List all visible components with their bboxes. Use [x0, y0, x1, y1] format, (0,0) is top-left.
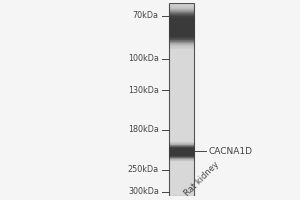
Text: Rat kidney: Rat kidney [183, 159, 221, 198]
Text: 250kDa: 250kDa [128, 165, 159, 174]
Text: 300kDa: 300kDa [128, 187, 159, 196]
Text: CACNA1D: CACNA1D [209, 147, 253, 156]
Text: 70kDa: 70kDa [133, 11, 159, 20]
Text: 130kDa: 130kDa [128, 86, 159, 95]
Text: 100kDa: 100kDa [128, 54, 159, 63]
Text: 180kDa: 180kDa [128, 125, 159, 134]
FancyBboxPatch shape [169, 3, 194, 196]
